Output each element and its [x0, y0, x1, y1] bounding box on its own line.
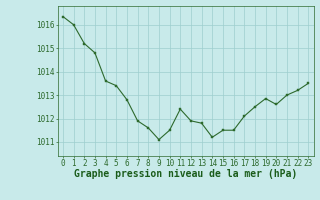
X-axis label: Graphe pression niveau de la mer (hPa): Graphe pression niveau de la mer (hPa): [74, 169, 297, 179]
